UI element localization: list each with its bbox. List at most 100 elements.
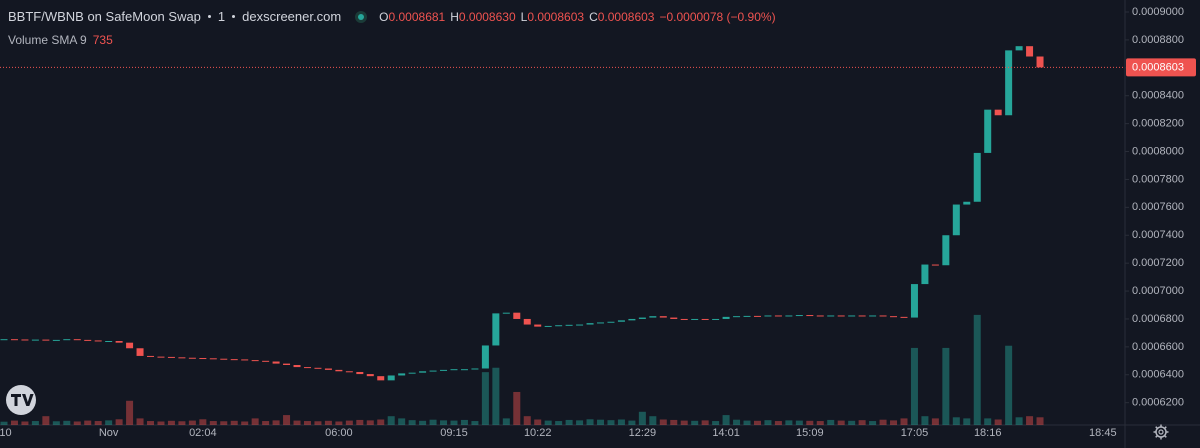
volume-bar xyxy=(230,420,238,425)
candle-body xyxy=(209,358,217,360)
volume-bar xyxy=(597,419,605,425)
volume-bar xyxy=(722,415,730,425)
candle-body xyxy=(555,325,563,327)
volume-bar xyxy=(701,420,709,425)
volume-bar xyxy=(293,420,301,425)
volume-label: Volume SMA 9 xyxy=(8,33,87,47)
x-tick-label: 02:04 xyxy=(189,427,217,439)
volume-bar xyxy=(994,419,1002,425)
last-price-label: 0.0008603 xyxy=(1132,61,1184,73)
volume-bar xyxy=(188,420,196,425)
ohlc-value: 0.0008681 xyxy=(388,9,446,24)
volume-bar xyxy=(680,420,688,425)
volume-bar xyxy=(84,420,92,425)
y-tick-label: 0.0006600 xyxy=(1132,341,1184,353)
legend-header: BBTF/WBNB on SafeMoon Swap 1 dexscreener… xyxy=(8,9,781,24)
x-tick-label: 09:15 xyxy=(440,427,468,439)
candle-body xyxy=(42,339,50,341)
candle-body xyxy=(460,369,468,371)
candle-body xyxy=(1015,46,1023,51)
volume-bar xyxy=(691,420,699,425)
volume-bar xyxy=(910,347,918,425)
volume-bar xyxy=(209,421,217,425)
volume-bar xyxy=(942,347,950,425)
candle-body xyxy=(356,371,364,375)
volume-bar xyxy=(858,420,866,425)
candle-body xyxy=(795,315,803,317)
candle-body xyxy=(230,359,238,361)
candle-body xyxy=(565,324,573,326)
candle-body xyxy=(597,322,605,324)
candle-body xyxy=(1026,46,1034,57)
volume-bar xyxy=(764,420,772,425)
candle-body xyxy=(816,315,824,317)
candle-body xyxy=(324,368,332,370)
ohlc-key: C xyxy=(589,9,598,24)
change: −0.0000078 (−0.90%) xyxy=(659,9,776,24)
candle-body xyxy=(743,315,751,317)
candle-body xyxy=(942,235,950,266)
volume-bar xyxy=(178,421,186,425)
volume-bar xyxy=(356,419,364,425)
volume-bar xyxy=(303,421,311,425)
y-tick-label: 0.0007400 xyxy=(1132,229,1184,241)
x-tick-label: 18:16 xyxy=(974,427,1002,439)
candle-body xyxy=(167,356,175,358)
candle-body xyxy=(31,339,39,341)
volume-bar xyxy=(220,421,228,425)
volume-bar xyxy=(963,418,971,425)
y-tick-label: 0.0006200 xyxy=(1132,397,1184,409)
volume-bar xyxy=(952,417,960,425)
volume-bar xyxy=(262,421,270,425)
volume-bar xyxy=(984,418,992,425)
candle-body xyxy=(973,152,981,202)
candle-body xyxy=(900,316,908,318)
candle-body xyxy=(680,318,688,320)
candle-body xyxy=(283,363,291,366)
candle-body xyxy=(994,109,1002,116)
y-tick-label: 0.0009000 xyxy=(1132,6,1184,18)
volume-bar xyxy=(492,367,500,425)
y-tick-label: 0.0007000 xyxy=(1132,285,1184,297)
volume-bar xyxy=(1005,345,1013,425)
candle-body xyxy=(523,318,531,325)
candle-body xyxy=(408,372,416,374)
candle-body xyxy=(607,321,615,323)
settings-icon[interactable] xyxy=(1153,424,1169,440)
candle-body xyxy=(576,324,584,326)
x-tick-label: 17:05 xyxy=(901,427,929,439)
candle-layer xyxy=(0,46,1125,381)
candle-body xyxy=(534,324,542,327)
volume-bar xyxy=(481,372,489,425)
ohlc-value: 0.0008603 xyxy=(597,9,655,24)
candle-body xyxy=(303,367,311,369)
candle-body xyxy=(513,312,521,319)
candle-body xyxy=(659,316,667,318)
volume-bar xyxy=(806,420,814,425)
volume-bar xyxy=(712,421,720,425)
candle-body xyxy=(785,315,793,317)
volume-bar xyxy=(94,421,102,425)
volume-bar xyxy=(63,420,71,425)
ohlc-key: H xyxy=(450,9,459,24)
volume-bar xyxy=(251,418,259,425)
y-tick-label: 0.0007200 xyxy=(1132,257,1184,269)
volume-bar xyxy=(126,400,134,425)
candle-body xyxy=(73,339,81,341)
x-tick-label: 18:45 xyxy=(1089,427,1117,439)
gear-teeth xyxy=(1153,424,1169,440)
y-tick-label: 0.0006400 xyxy=(1132,369,1184,381)
volume-bar xyxy=(785,420,793,425)
candle-body xyxy=(931,264,939,266)
x-tick-label: 15:09 xyxy=(796,427,824,439)
volume-bar xyxy=(419,420,427,425)
volume-bar xyxy=(921,416,929,425)
candle-body xyxy=(105,341,113,343)
candle-body xyxy=(701,318,709,320)
volume-bar xyxy=(659,419,667,425)
volume-bar xyxy=(21,421,29,425)
candle-body xyxy=(858,315,866,317)
volume-bar xyxy=(42,416,50,425)
